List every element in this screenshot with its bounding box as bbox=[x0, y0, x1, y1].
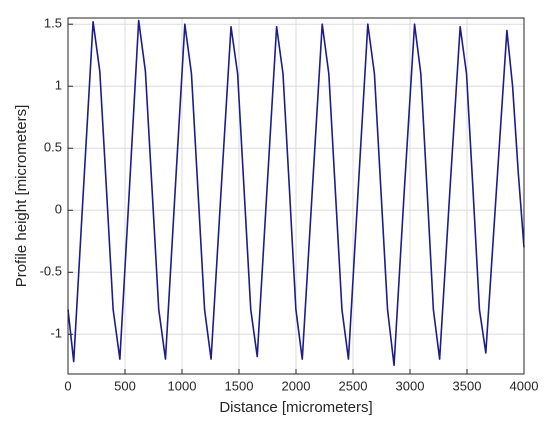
x-tick-label: 3500 bbox=[453, 378, 482, 393]
y-tick-label: 1 bbox=[55, 78, 62, 93]
x-axis-label: Distance [micrometers] bbox=[219, 399, 372, 416]
x-tick-label: 2000 bbox=[282, 378, 311, 393]
y-tick-label: 0 bbox=[55, 202, 62, 217]
data-line bbox=[67, 19, 525, 367]
y-tick-label: -1 bbox=[50, 326, 62, 341]
y-tick-label: -0.5 bbox=[40, 264, 62, 279]
x-tick-label: 2500 bbox=[339, 378, 368, 393]
y-tick-label: 1.5 bbox=[44, 16, 62, 31]
x-tick-label: 1000 bbox=[168, 378, 197, 393]
x-tick-label: 0 bbox=[64, 378, 71, 393]
plot-frame bbox=[67, 17, 525, 375]
y-tick-label: 0.5 bbox=[44, 140, 62, 155]
x-tick-label: 3000 bbox=[396, 378, 425, 393]
x-tick-label: 4000 bbox=[510, 378, 539, 393]
y-axis-label: Profile height [micrometers] bbox=[13, 105, 30, 288]
x-tick-label: 500 bbox=[114, 378, 136, 393]
x-tick-label: 1500 bbox=[225, 378, 254, 393]
